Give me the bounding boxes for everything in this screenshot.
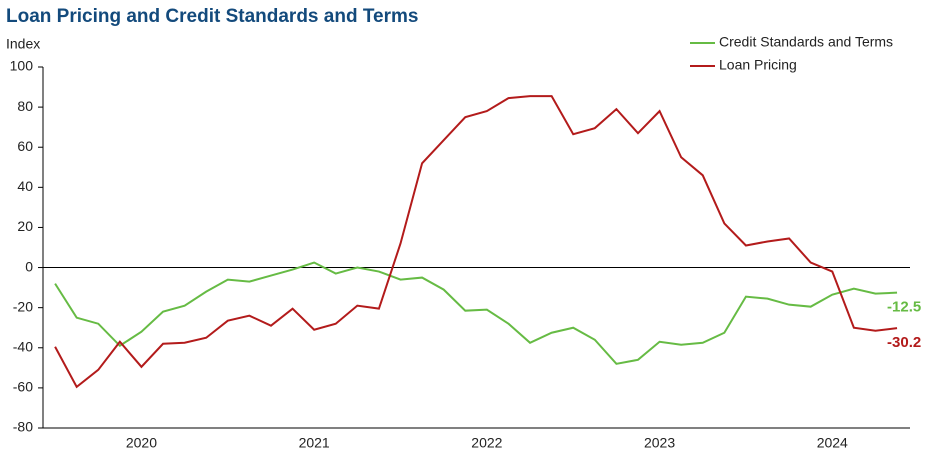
y-tick-label: 60 xyxy=(17,138,33,154)
x-tick-label: 2023 xyxy=(644,435,675,451)
y-tick-label: 80 xyxy=(17,98,33,114)
series-line xyxy=(54,261,898,365)
y-tick-label: 20 xyxy=(17,218,33,234)
y-tick-label: 100 xyxy=(10,58,34,74)
y-tick-label: -60 xyxy=(13,379,33,395)
y-tick-label: -20 xyxy=(13,298,33,314)
x-tick-label: 2021 xyxy=(299,435,330,451)
x-tick-label: 2020 xyxy=(126,435,157,451)
y-axis-label: Index xyxy=(6,36,40,52)
x-tick-label: 2022 xyxy=(471,435,502,451)
y-tick-label: -80 xyxy=(13,419,33,435)
series-line xyxy=(54,95,898,389)
chart-title: Loan Pricing and Credit Standards and Te… xyxy=(6,6,418,27)
y-tick-label: 40 xyxy=(17,178,33,194)
end-label: -30.2 xyxy=(887,334,921,351)
legend-label: Credit Standards and Terms xyxy=(719,34,893,50)
legend-label: Loan Pricing xyxy=(719,57,797,73)
x-tick-label: 2024 xyxy=(817,435,848,451)
y-tick-label: 0 xyxy=(25,258,33,274)
y-tick-label: -40 xyxy=(13,338,33,354)
end-label: -12.5 xyxy=(887,299,921,316)
